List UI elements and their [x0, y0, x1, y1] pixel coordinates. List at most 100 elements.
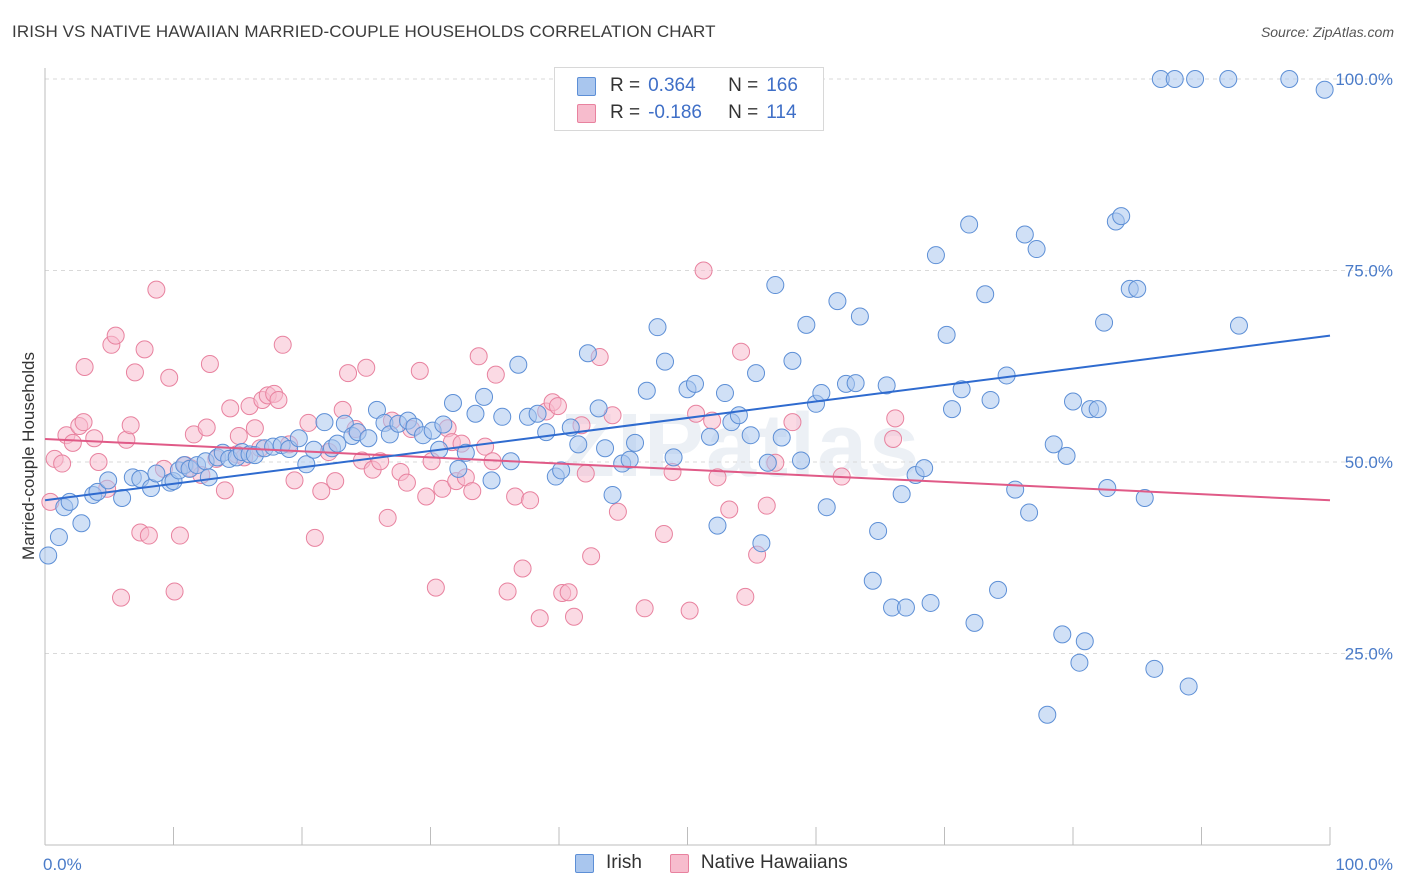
native-hawaiians-point: [147, 280, 166, 299]
native-hawaiians-trend-line: [44, 438, 1331, 502]
native-hawaiians-point: [339, 364, 358, 383]
irish-point: [1229, 316, 1248, 335]
native-hawaiians-point: [608, 502, 627, 521]
native-hawaiians-point: [305, 528, 324, 547]
irish-point: [1057, 446, 1076, 465]
irish-point: [772, 428, 791, 447]
irish-point: [685, 374, 704, 393]
irish-point: [850, 307, 869, 326]
legend-row-native-hawaiians: R = -0.186 N = 114: [577, 100, 797, 126]
irish-point: [482, 471, 501, 490]
irish-point: [449, 459, 468, 478]
irish-point: [921, 593, 940, 612]
native-hawaiians-point: [285, 471, 304, 490]
native-hawaiians-point: [378, 508, 397, 527]
native-hawaiians-point: [576, 464, 595, 483]
x-tick-label: 0.0%: [43, 855, 82, 874]
native-hawaiians-point: [884, 430, 903, 449]
native-hawaiians-point: [687, 404, 706, 423]
irish-point: [942, 400, 961, 419]
irish-point: [741, 426, 760, 445]
native-hawaiians-point: [720, 500, 739, 519]
native-hawaiians-point: [299, 413, 318, 432]
axes: [44, 68, 1331, 846]
irish-point: [304, 440, 323, 459]
irish-point: [863, 571, 882, 590]
irish-point: [1280, 70, 1299, 88]
native-hawaiians-point: [326, 472, 345, 491]
irish-point: [626, 433, 645, 452]
irish-point: [199, 468, 218, 487]
irish-point: [989, 580, 1008, 599]
irish-point: [729, 406, 748, 425]
irish-point: [1070, 653, 1089, 672]
native-hawaiians-point: [245, 419, 264, 438]
irish-point: [1179, 677, 1198, 696]
irish-swatch-icon: [577, 76, 596, 96]
native-hawaiians-point: [582, 547, 601, 566]
irish-point: [147, 464, 166, 483]
native-hawaiians-point: [121, 416, 140, 435]
irish-point: [1006, 480, 1025, 499]
irish-point: [39, 546, 58, 565]
irish-point: [952, 380, 971, 399]
native-hawaiians-point: [694, 261, 713, 280]
legend-item-label: Native Hawaiians: [700, 852, 848, 873]
legend-r-value: 0.364: [648, 75, 696, 96]
native-hawaiians-point: [135, 340, 154, 359]
y-axis-title: Married-couple Households: [19, 352, 38, 560]
irish-point: [981, 390, 1000, 409]
native-hawaiians-swatch-icon: [577, 103, 596, 123]
irish-point: [528, 404, 547, 423]
irish-point: [817, 498, 836, 517]
native-hawaiians-point: [635, 599, 654, 618]
irish-point: [1315, 80, 1334, 99]
native-hawaiians-point: [160, 368, 179, 387]
irish-point: [456, 443, 475, 462]
irish-point: [359, 429, 378, 448]
irish-point: [49, 528, 68, 547]
legend-item-native-hawaiians[interactable]: Native Hawaiians: [669, 852, 848, 874]
irish-point: [72, 514, 91, 533]
irish-point: [915, 459, 934, 478]
legend-n-value: 166: [766, 75, 798, 96]
irish-point: [1095, 313, 1114, 332]
irish-point: [637, 381, 656, 400]
irish-point: [664, 448, 683, 467]
source-label: Source: ZipAtlas.com: [1260, 24, 1394, 40]
native-hawaiians-point: [564, 607, 583, 626]
legend-item-irish[interactable]: Irish: [575, 852, 642, 874]
irish-point: [1186, 70, 1205, 88]
native-hawaiians-point: [486, 365, 505, 384]
irish-point: [1135, 489, 1154, 508]
native-hawaiians-point: [886, 409, 905, 428]
irish-point: [869, 521, 888, 540]
irish-point: [1064, 392, 1082, 411]
irish-point: [828, 292, 847, 311]
legend-r-label: R =: [610, 75, 641, 96]
native-hawaiians-point: [312, 482, 331, 501]
native-hawaiians-point: [170, 526, 189, 545]
native-hawaiians-point: [513, 559, 532, 578]
native-hawaiians-point: [469, 347, 488, 366]
native-hawaiians-point: [273, 335, 292, 354]
irish-point: [937, 325, 956, 344]
irish-point: [1145, 659, 1164, 678]
correlation-legend: R = 0.364 N = 166 R = -0.186 N = 114: [554, 67, 824, 131]
irish-point: [493, 407, 512, 426]
irish-point: [1038, 705, 1057, 724]
native-hawaiians-point: [463, 482, 482, 501]
native-hawaiians-points: [41, 261, 905, 628]
grid-lines: [45, 78, 1390, 654]
native-hawaiians-point: [85, 429, 104, 448]
native-hawaiians-point: [229, 426, 248, 445]
irish-point: [1219, 70, 1238, 88]
irish-point: [648, 318, 667, 337]
irish-point: [783, 351, 802, 370]
chart-title: IRISH VS NATIVE HAWAIIAN MARRIED-COUPLE …: [12, 22, 716, 41]
y-tick-label: 50.0%: [1345, 453, 1393, 472]
native-hawaiians-point: [63, 433, 82, 452]
native-hawaiians-point: [548, 397, 567, 416]
native-hawaiians-point: [197, 418, 216, 437]
irish-points: [39, 70, 1334, 724]
